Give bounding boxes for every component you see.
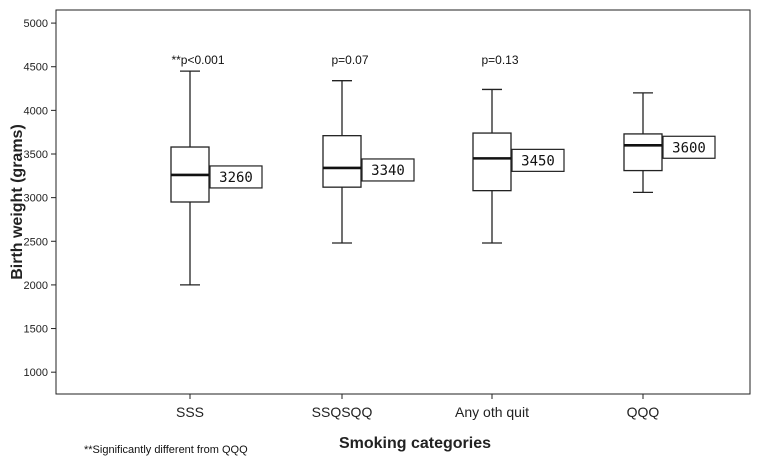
median-label: 3340 xyxy=(371,163,405,179)
y-tick-label: 3000 xyxy=(24,193,48,205)
y-tick-label: 1000 xyxy=(24,367,48,379)
median-label: 3600 xyxy=(672,140,706,156)
plot-frame xyxy=(55,9,751,395)
boxes-group: 3260 **p<0.001 3340 p=0.07 3450 p=0.13 3600 xyxy=(170,53,716,286)
iqr-box xyxy=(322,135,362,188)
p-value-label: p=0.13 xyxy=(481,53,518,67)
y-axis: 1000 1500 2000 2500 3000 3500 4000 4500 5000 xyxy=(24,18,56,379)
y-tick-label: 4500 xyxy=(24,62,48,74)
median-label-box xyxy=(511,148,565,172)
footnote: **Significantly different from QQQ xyxy=(84,444,248,456)
iqr-box xyxy=(623,133,663,172)
x-axis: SSS SSQSQQ Any oth quit QQQ xyxy=(176,394,659,420)
y-tick-label: 5000 xyxy=(24,18,48,30)
iqr-box xyxy=(472,132,512,192)
median-label: 3450 xyxy=(521,153,555,169)
y-tick-label: 2000 xyxy=(24,280,48,292)
p-value-label: p=0.07 xyxy=(331,53,368,67)
median-label-box xyxy=(662,135,716,159)
x-tick-label: SSS xyxy=(176,404,204,420)
median-label-box xyxy=(361,158,415,182)
x-tick-label: SSQSQQ xyxy=(312,404,373,420)
y-tick-label: 3500 xyxy=(24,149,48,161)
y-axis-title: Birth weight (grams) xyxy=(9,124,26,280)
median-label-box xyxy=(209,165,263,189)
y-tick-label: 1500 xyxy=(24,324,48,336)
median-label: 3260 xyxy=(219,170,253,186)
x-axis-title: Smoking categories xyxy=(339,435,491,452)
y-tick-label: 2500 xyxy=(24,236,48,248)
y-tick-label: 4000 xyxy=(24,105,48,117)
x-tick-label: Any oth quit xyxy=(455,404,529,420)
p-value-label: **p<0.001 xyxy=(171,53,224,67)
x-tick-label: QQQ xyxy=(627,404,660,420)
